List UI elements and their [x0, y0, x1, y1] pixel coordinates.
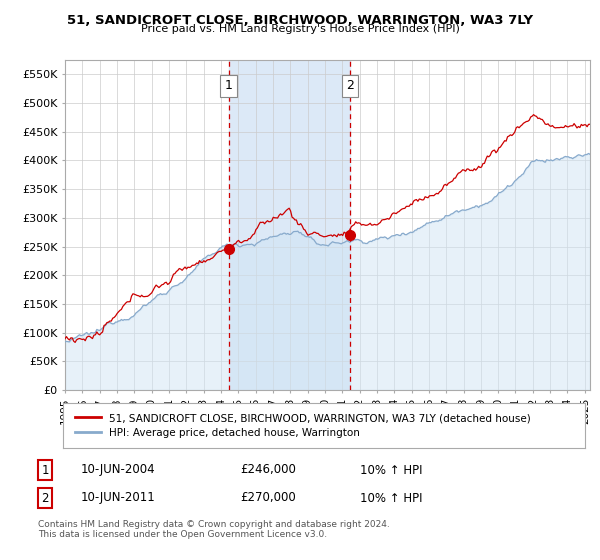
Text: 10% ↑ HPI: 10% ↑ HPI — [360, 464, 422, 477]
Text: 1: 1 — [224, 80, 233, 92]
Text: 10-JUN-2011: 10-JUN-2011 — [81, 492, 156, 505]
Text: £270,000: £270,000 — [240, 492, 296, 505]
Bar — [229, 60, 350, 390]
Text: 1: 1 — [41, 464, 49, 477]
Text: Price paid vs. HM Land Registry's House Price Index (HPI): Price paid vs. HM Land Registry's House … — [140, 24, 460, 34]
Text: 10-JUN-2004: 10-JUN-2004 — [81, 464, 155, 477]
Text: 51, SANDICROFT CLOSE, BIRCHWOOD, WARRINGTON, WA3 7LY: 51, SANDICROFT CLOSE, BIRCHWOOD, WARRING… — [67, 14, 533, 27]
Text: 2: 2 — [346, 80, 354, 92]
Legend: 51, SANDICROFT CLOSE, BIRCHWOOD, WARRINGTON, WA3 7LY (detached house), HPI: Aver: 51, SANDICROFT CLOSE, BIRCHWOOD, WARRING… — [71, 409, 535, 442]
Text: 10% ↑ HPI: 10% ↑ HPI — [360, 492, 422, 505]
Text: £246,000: £246,000 — [240, 464, 296, 477]
Text: 2: 2 — [41, 492, 49, 505]
Text: Contains HM Land Registry data © Crown copyright and database right 2024.
This d: Contains HM Land Registry data © Crown c… — [38, 520, 389, 539]
